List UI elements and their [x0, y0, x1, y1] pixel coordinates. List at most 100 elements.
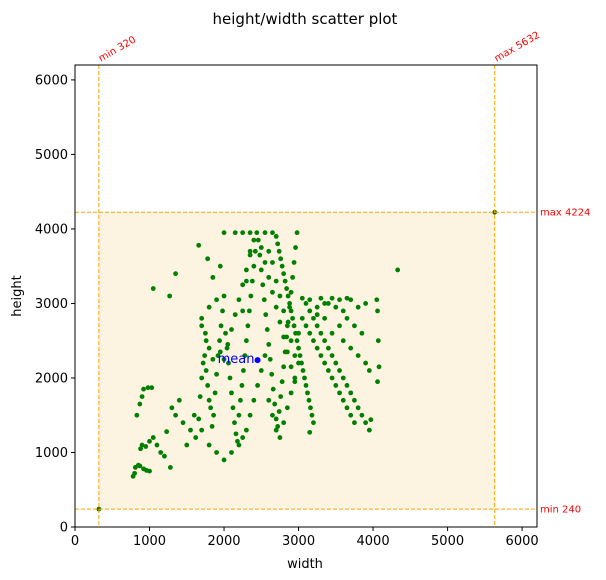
data-point	[272, 401, 278, 407]
data-point	[270, 386, 276, 392]
data-point	[167, 464, 173, 470]
data-point	[235, 438, 240, 444]
data-point	[269, 371, 275, 377]
x-axis-label: width	[287, 557, 323, 572]
data-point	[322, 338, 328, 344]
data-point	[203, 368, 209, 373]
data-point	[260, 282, 266, 288]
data-point	[307, 429, 313, 435]
data-point	[158, 450, 164, 455]
data-point	[221, 356, 227, 362]
data-point	[211, 412, 217, 418]
data-point	[147, 468, 152, 474]
x-tick-label: 6000	[506, 534, 539, 549]
data-point	[150, 435, 156, 440]
x-tick-label: 5000	[431, 534, 464, 549]
data-point	[340, 375, 346, 381]
data-point	[232, 420, 237, 426]
data-point	[340, 397, 346, 403]
data-point	[210, 274, 216, 280]
data-point	[141, 386, 146, 392]
data-point	[264, 327, 270, 332]
data-point	[199, 315, 205, 321]
data-point	[143, 444, 149, 449]
data-point	[314, 345, 320, 351]
data-point	[277, 293, 283, 299]
data-point	[329, 330, 335, 336]
data-point	[162, 453, 167, 459]
data-point	[262, 230, 268, 236]
y-tick-label: 3000	[35, 297, 68, 312]
data-point	[206, 442, 212, 448]
data-point	[236, 412, 242, 418]
x-tick-label: 2000	[207, 534, 240, 549]
data-point	[288, 289, 294, 295]
data-point	[344, 315, 350, 321]
data-point	[154, 442, 160, 448]
data-point	[240, 435, 246, 440]
data-point	[318, 330, 324, 336]
data-point	[359, 412, 365, 418]
data-point	[208, 405, 214, 411]
data-point	[273, 304, 279, 310]
data-point	[232, 230, 238, 236]
data-point	[344, 295, 350, 301]
data-point	[273, 278, 279, 284]
data-point	[290, 315, 295, 321]
data-point	[209, 424, 215, 429]
data-point	[275, 241, 281, 247]
x-tick-label: 0	[71, 534, 79, 549]
data-point	[247, 252, 253, 258]
data-point	[243, 427, 249, 433]
data-point	[243, 278, 249, 284]
data-point	[299, 315, 305, 321]
data-point	[281, 364, 287, 370]
data-point	[270, 412, 275, 418]
data-point	[363, 360, 369, 366]
x-tick-label: 1000	[133, 534, 166, 549]
bounds-region	[98, 212, 495, 510]
data-point	[337, 390, 342, 396]
data-point	[284, 323, 290, 329]
data-point	[217, 263, 223, 269]
data-point	[348, 412, 354, 418]
data-point	[139, 442, 145, 448]
data-point	[309, 412, 315, 418]
data-point	[240, 308, 246, 314]
data-point	[300, 368, 306, 373]
data-point	[292, 379, 298, 385]
data-point	[352, 420, 357, 426]
data-point	[279, 263, 285, 269]
data-point	[273, 233, 279, 239]
data-point	[217, 338, 222, 344]
data-point	[297, 353, 303, 359]
data-point	[206, 304, 212, 310]
data-point	[255, 383, 260, 388]
data-point	[199, 427, 205, 433]
data-point	[325, 345, 331, 351]
data-point	[196, 242, 202, 248]
data-point	[164, 429, 170, 435]
data-point	[359, 330, 365, 336]
data-point	[290, 274, 295, 280]
data-point	[333, 360, 339, 366]
data-point	[322, 360, 328, 366]
x-axis: 0 1000 2000 3000 4000 5000 6000	[71, 527, 539, 549]
data-point	[306, 397, 312, 403]
data-point	[230, 405, 236, 411]
data-point	[303, 323, 309, 329]
x-tick-label: 3000	[282, 534, 315, 549]
data-point	[203, 330, 208, 336]
data-point	[149, 385, 155, 391]
data-point	[227, 375, 233, 381]
data-point	[210, 356, 216, 362]
y-tick-label: 2000	[35, 371, 68, 386]
data-point	[242, 353, 248, 359]
data-point	[239, 383, 245, 388]
data-point	[137, 401, 143, 407]
chart-title: height/width scatter plot	[213, 10, 398, 28]
points-layer: mean	[96, 209, 498, 512]
data-point	[352, 323, 357, 329]
data-point	[278, 256, 284, 262]
data-point	[303, 383, 309, 388]
